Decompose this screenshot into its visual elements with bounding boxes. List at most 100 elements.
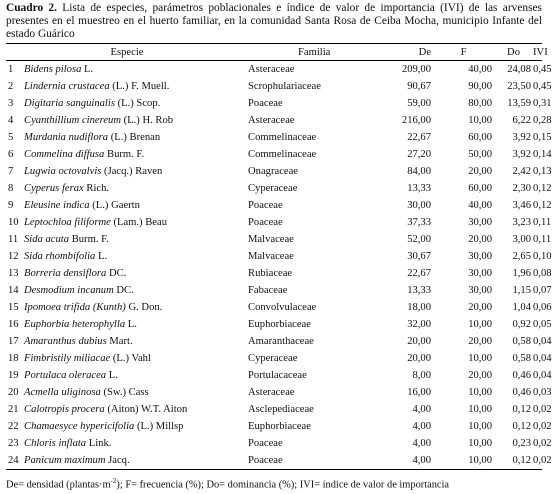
- value-cell: 10,00: [468, 438, 493, 449]
- value-cell: 4,00: [412, 438, 432, 449]
- value-cell: 2,65: [512, 251, 532, 262]
- species-table: Especie Familia De F Do IVI 1 Bidens pilosa L.…: [6, 43, 552, 470]
- species-name: Euphorbia heterophylla: [24, 319, 126, 330]
- value-cell: 13,33: [407, 285, 432, 296]
- value-cell: 50,00: [468, 149, 493, 160]
- table-row: 1 Bidens pilosa L. Asteraceae 209,00 40,00 24…: [6, 61, 552, 79]
- species-name: Bidens pilosa: [24, 64, 82, 75]
- family-cell: Asteraceae: [248, 387, 295, 398]
- value-cell: 0,45: [533, 81, 552, 92]
- caption-text: Lista de especies, parámetros poblaciona…: [6, 2, 542, 41]
- species-author: (Aiton) W.T. Aiton: [107, 404, 188, 415]
- value-cell: 0,15: [533, 132, 552, 143]
- value-cell: 6,22: [512, 115, 532, 126]
- value-cell: 1,15: [512, 285, 532, 296]
- value-cell: 4,00: [412, 421, 432, 432]
- family-cell: Scrophulariaceae: [248, 81, 321, 92]
- value-cell: 20,00: [468, 234, 493, 245]
- value-cell: 1,04: [512, 302, 532, 313]
- family-cell: Commelinaceae: [248, 149, 317, 160]
- species-author: (L.) Vahl: [112, 353, 151, 364]
- table-row: 22 Chamaesyce hypericifolia (L.) Millsp Eu…: [6, 418, 552, 435]
- value-cell: 16,00: [407, 387, 432, 398]
- species-author: (L.) H. Rob: [123, 115, 174, 126]
- value-cell: 22,67: [407, 132, 432, 143]
- value-cell: 0,11: [533, 234, 552, 245]
- species-cell: Ipomoea trifida (Kunth) G. Don.: [24, 299, 248, 316]
- value-cell: 0,07: [533, 285, 552, 296]
- row-number: 3: [8, 98, 14, 109]
- table-row: 21 Calotropis procera (Aiton) W.T. Aiton A…: [6, 401, 552, 418]
- species-author: G. Don.: [128, 302, 163, 313]
- species-cell: Chamaesyce hypericifolia (L.) Millsp: [24, 418, 248, 435]
- species-author: Jacq.: [108, 455, 130, 466]
- value-cell: 30,67: [407, 251, 432, 262]
- value-cell: 0,23: [512, 438, 532, 449]
- species-name: Acmella uliginosa: [24, 387, 101, 398]
- row-number: 9: [8, 200, 14, 211]
- species-cell: Portulaca oleracea L.: [24, 367, 248, 384]
- row-number: 7: [8, 166, 14, 177]
- row-number: 17: [8, 336, 19, 347]
- column-header: Especie: [6, 43, 249, 61]
- species-author: (L.) Brenan: [110, 132, 161, 143]
- species-cell: Lugwia octovalvis (Jacq.) Raven: [24, 163, 248, 180]
- caption: Cuadro 2. Lista de especies, parámetros …: [6, 2, 542, 42]
- species-name: Cyanthillium cinereum: [24, 115, 121, 126]
- species-author: (Sw.) Cass: [103, 387, 149, 398]
- footnote: De= densidad (plantas·m-2); F= frecuenci…: [6, 477, 449, 490]
- family-cell: Poaceae: [248, 98, 283, 109]
- value-cell: 84,00: [407, 166, 432, 177]
- species-name: Borreria densiflora: [24, 268, 107, 279]
- value-cell: 60,00: [468, 183, 493, 194]
- species-name: Cyperus ferax: [24, 183, 84, 194]
- footnote-text: De= densidad (plantas·m: [6, 479, 111, 491]
- value-cell: 0,02: [533, 438, 552, 449]
- value-cell: 0,58: [512, 353, 532, 364]
- species-name: Desmodium incanum: [24, 285, 114, 296]
- table-row: 14 Desmodium incanum DC. Fabaceae 13,33 30,0…: [6, 282, 552, 299]
- table-row: 7 Lugwia octovalvis (Jacq.) Raven Onagrace…: [6, 163, 552, 180]
- value-cell: 20,00: [468, 336, 493, 347]
- value-cell: 27,20: [407, 149, 432, 160]
- value-cell: 0,13: [533, 166, 552, 177]
- value-cell: 4,00: [348, 452, 434, 470]
- species-author: Burm. F.: [71, 234, 109, 245]
- family-cell: Onagraceae: [248, 166, 298, 177]
- species-author: (L.) Gaertn: [92, 200, 140, 211]
- table-row: 18 Fimbristily miliacae (L.) Vahl Cyperace…: [6, 350, 552, 367]
- column-header: Do: [494, 43, 534, 61]
- species-cell: Euphorbia heterophylla L.: [24, 316, 248, 333]
- value-cell: 2,42: [512, 166, 532, 177]
- table-row: 13 Borreria densiflora DC. Rubiaceae 22,67 3…: [6, 265, 552, 282]
- species-name: Ipomoea trifida (Kunth): [24, 302, 126, 313]
- value-cell: 0,06: [533, 302, 552, 313]
- species-author: (L.) Scop.: [117, 98, 161, 109]
- value-cell: 0,04: [533, 370, 552, 381]
- species-cell: Sida acuta Burm. F.: [24, 231, 248, 248]
- species-cell: Commelina diffusa Burm. F.: [24, 146, 248, 163]
- value-cell: 1,96: [512, 268, 532, 279]
- value-cell: 0,58: [512, 336, 532, 347]
- family-cell: Portulacaceae: [248, 370, 307, 381]
- value-cell: 0,02: [533, 452, 552, 470]
- value-cell: 3,46: [512, 200, 532, 211]
- row-number: 18: [8, 353, 19, 364]
- species-author: L.: [97, 251, 108, 262]
- family-cell: Cyperaceae: [248, 183, 298, 194]
- value-cell: 10,00: [468, 421, 493, 432]
- value-cell: 0,46: [512, 370, 532, 381]
- value-cell: 0,11: [533, 217, 552, 228]
- value-cell: 0,12: [533, 200, 552, 211]
- value-cell: 13,33: [407, 183, 432, 194]
- value-cell: 20,00: [468, 370, 493, 381]
- value-cell: 0,12: [512, 421, 532, 432]
- species-author: Mart.: [109, 336, 133, 347]
- table-row: 20 Acmella uliginosa (Sw.) Cass Asteraceae…: [6, 384, 552, 401]
- table-row: 19 Portulaca oleracea L. Portulacaceae 8,00…: [6, 367, 552, 384]
- table-row: 24 Panicum maximum Jacq. Poaceae 4,00 10,00 0…: [6, 452, 552, 470]
- value-cell: 3,92: [512, 132, 532, 143]
- species-name: Portulaca oleracea: [24, 370, 107, 381]
- value-cell: 0,02: [533, 421, 552, 432]
- column-header: F: [433, 43, 495, 61]
